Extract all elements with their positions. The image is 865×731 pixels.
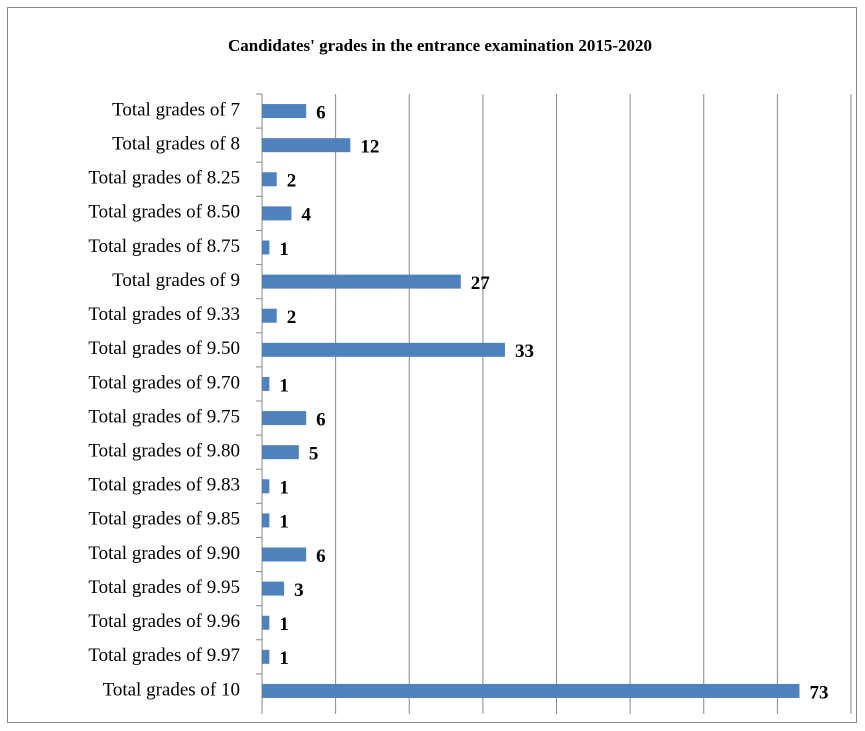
bar [262, 683, 800, 698]
bar [262, 274, 461, 289]
y-tick-label: Total grades of 8.75 [88, 236, 240, 257]
y-tick-label: Total grades of 9.75 [88, 406, 240, 427]
y-tick-label: Total grades of 9.96 [88, 611, 240, 632]
y-tick-label: Total grades of 9.70 [88, 372, 240, 393]
value-label: 3 [294, 580, 304, 601]
bar [262, 172, 277, 187]
value-label: 33 [515, 341, 534, 362]
value-label: 1 [279, 478, 289, 499]
value-label: 6 [316, 409, 326, 430]
bar [262, 376, 270, 391]
y-tick-label: Total grades of 9.85 [88, 509, 240, 530]
chart-title: Candidates' grades in the entrance exami… [228, 36, 652, 55]
chart-frame [7, 7, 857, 723]
y-tick-label: Total grades of 8.25 [88, 168, 240, 189]
value-label: 1 [279, 375, 289, 396]
bar [262, 240, 270, 255]
value-label: 6 [316, 546, 326, 567]
y-tick-label: Total grades of 8 [112, 134, 240, 155]
value-label: 1 [279, 614, 289, 635]
bar [262, 649, 270, 664]
bar [262, 513, 270, 528]
bar [262, 206, 292, 221]
value-label: 6 [316, 102, 326, 123]
value-label: 4 [301, 205, 311, 226]
y-tick-label: Total grades of 10 [103, 679, 240, 700]
bar [262, 445, 299, 460]
value-label: 27 [471, 273, 491, 294]
y-tick-label: Total grades of 9.83 [88, 475, 240, 496]
y-tick-label: Total grades of 9.33 [88, 304, 240, 325]
y-tick-label: Total grades of 7 [112, 99, 240, 120]
bar [262, 411, 307, 426]
bar [262, 308, 277, 323]
value-label: 5 [309, 444, 319, 465]
value-label: 73 [809, 682, 828, 703]
bar [262, 342, 505, 357]
y-tick-label: Total grades of 8.50 [88, 202, 240, 223]
value-label: 1 [279, 239, 289, 260]
y-tick-label: Total grades of 9.97 [88, 645, 240, 666]
bar [262, 479, 270, 494]
value-label: 2 [287, 171, 297, 192]
bar [262, 581, 285, 596]
bar [262, 104, 307, 119]
bar [262, 547, 307, 562]
y-tick-label: Total grades of 9.50 [88, 338, 240, 359]
y-tick-label: Total grades of 9.80 [88, 441, 240, 462]
value-label: 1 [279, 512, 289, 533]
y-tick-label: Total grades of 9.95 [88, 577, 240, 598]
y-tick-label: Total grades of 9.90 [88, 543, 240, 564]
value-label: 1 [279, 648, 289, 669]
bar [262, 615, 270, 630]
value-label: 12 [360, 137, 379, 158]
bar [262, 138, 351, 153]
y-tick-label: Total grades of 9 [112, 270, 240, 291]
value-label: 2 [287, 307, 297, 328]
